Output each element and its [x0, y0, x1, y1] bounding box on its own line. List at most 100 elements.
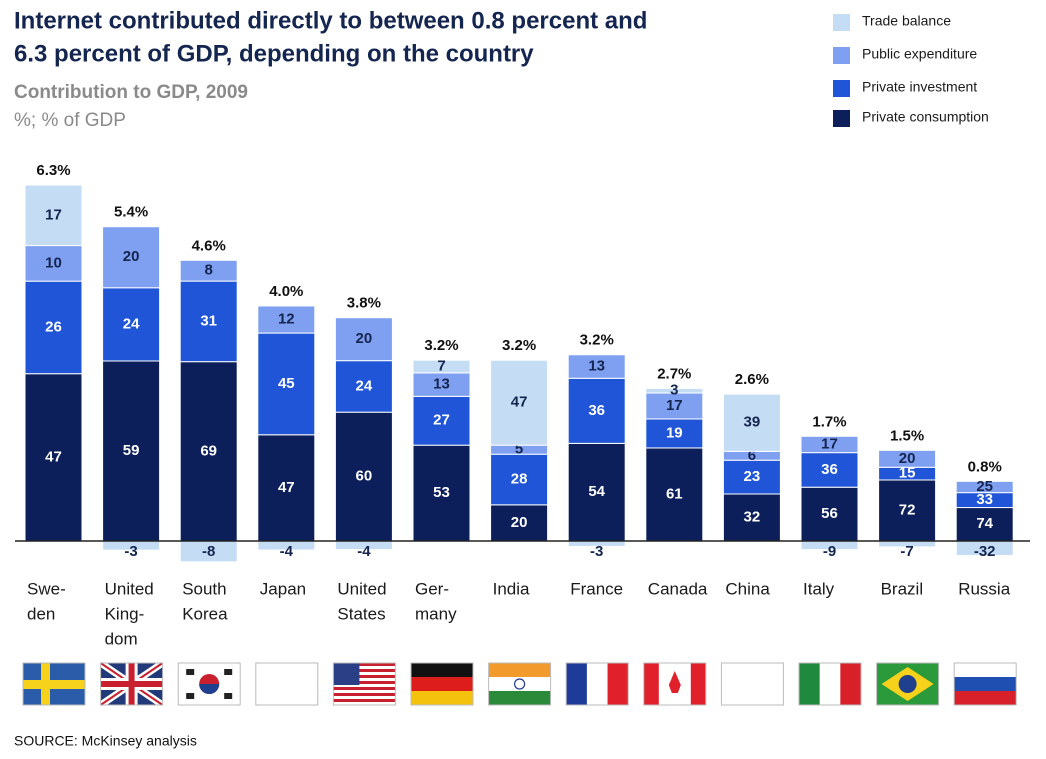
flag-part — [186, 693, 195, 699]
total-label: 3.2% — [580, 332, 614, 349]
segment-label: -4 — [357, 543, 371, 560]
flag-border — [720, 662, 784, 706]
source: SOURCE: McKinsey analysis — [14, 733, 197, 749]
segment-label: 6 — [748, 447, 756, 464]
segment-label: 24 — [356, 377, 373, 394]
flag-part — [333, 687, 396, 690]
total-label: 1.7% — [812, 413, 846, 430]
x-tick-label: den — [27, 604, 55, 623]
bar-segment — [102, 287, 161, 362]
segment-label: 7 — [437, 357, 445, 374]
segment-label: 26 — [45, 318, 62, 335]
bar-segment — [722, 493, 781, 542]
bar-segment — [645, 447, 704, 542]
segment-label: 27 — [433, 412, 450, 429]
legend-label: Trade balance — [862, 13, 951, 29]
segment-label: 25 — [976, 478, 993, 495]
segment-label: 69 — [200, 442, 217, 459]
flag-part — [186, 669, 195, 675]
flag-part — [566, 663, 587, 705]
bar-segment — [490, 504, 549, 542]
x-tick-label: South — [182, 579, 226, 598]
bar-segment — [257, 332, 316, 436]
bar-segment — [179, 280, 238, 363]
segment-label: 56 — [821, 505, 838, 522]
flag-border — [488, 662, 552, 706]
bar-segment — [334, 360, 393, 413]
segment-label: 31 — [200, 312, 217, 329]
segment-label: 47 — [45, 448, 62, 465]
bar-segment — [412, 359, 471, 374]
segment-label: 61 — [666, 485, 683, 502]
segment-label: 24 — [123, 315, 140, 332]
segment-label: -7 — [900, 543, 913, 560]
segment-label: 19 — [666, 424, 683, 441]
segment-label: 17 — [666, 397, 683, 414]
x-tick-label: France — [570, 579, 623, 598]
segment-label: 20 — [356, 330, 373, 347]
segment-label: 17 — [821, 435, 838, 452]
bar-segment — [878, 449, 937, 468]
flag-part — [690, 663, 706, 705]
flag-part — [199, 684, 220, 694]
bar-segment — [24, 184, 83, 247]
flag-border — [100, 662, 164, 706]
segment-label: 5 — [515, 441, 523, 458]
flag-part — [954, 691, 1017, 705]
x-tick-label: Brazil — [881, 579, 924, 598]
flag-part — [411, 691, 473, 705]
flag-part — [128, 663, 135, 705]
flag-part — [333, 669, 396, 672]
flag-part — [224, 669, 233, 675]
segment-label: 59 — [123, 442, 140, 459]
segment-label: 17 — [45, 206, 62, 223]
total-label: 3.2% — [502, 337, 536, 354]
flag-part — [488, 663, 551, 677]
flag-part — [333, 693, 396, 696]
segment-label: 47 — [511, 394, 528, 411]
legend-label: Private investment — [862, 79, 977, 95]
segment-label: 10 — [45, 254, 62, 271]
flag-part — [607, 663, 629, 705]
chart-subtitle: Contribution to GDP, 2009 — [14, 82, 248, 103]
bar-segment — [567, 377, 626, 444]
flag-part — [411, 663, 473, 677]
bar-segment — [722, 393, 781, 452]
segment-label: 13 — [588, 357, 605, 374]
x-tick-label: many — [415, 604, 457, 623]
flag-part — [898, 675, 917, 693]
x-tick-label: Italy — [803, 579, 835, 598]
segment-label: 20 — [899, 450, 916, 467]
total-label: 3.2% — [424, 337, 458, 354]
bar-segment — [567, 354, 626, 379]
segment-label: 72 — [899, 501, 916, 518]
x-tick-label: dom — [105, 629, 138, 648]
segment-label: 8 — [205, 262, 213, 279]
x-tick-label: States — [337, 604, 385, 623]
segment-label: -32 — [974, 543, 996, 560]
x-tick-label: Ger- — [415, 579, 449, 598]
x-tick-label: China — [725, 579, 770, 598]
legend-label: Private consumption — [862, 109, 989, 125]
segment-label: 3 — [670, 382, 678, 399]
bar-segment — [645, 418, 704, 449]
bar-segment — [257, 434, 316, 542]
flag-part — [255, 663, 318, 705]
segment-label: 47 — [278, 479, 295, 496]
segment-label: -4 — [280, 543, 294, 560]
total-label: 2.7% — [657, 365, 691, 382]
flag-part — [488, 691, 551, 705]
bar-segment — [179, 361, 238, 542]
legend-swatch — [833, 110, 850, 127]
total-label: 1.5% — [890, 427, 924, 444]
flag-part — [840, 663, 861, 705]
segment-label: -3 — [124, 543, 137, 560]
bar-segment — [800, 435, 859, 454]
flag-part — [333, 663, 396, 666]
flag-part — [333, 675, 396, 678]
bar-segment — [955, 480, 1014, 494]
segment-label: 32 — [744, 508, 761, 525]
x-tick-label: United — [337, 579, 386, 598]
flag-part — [721, 663, 784, 705]
